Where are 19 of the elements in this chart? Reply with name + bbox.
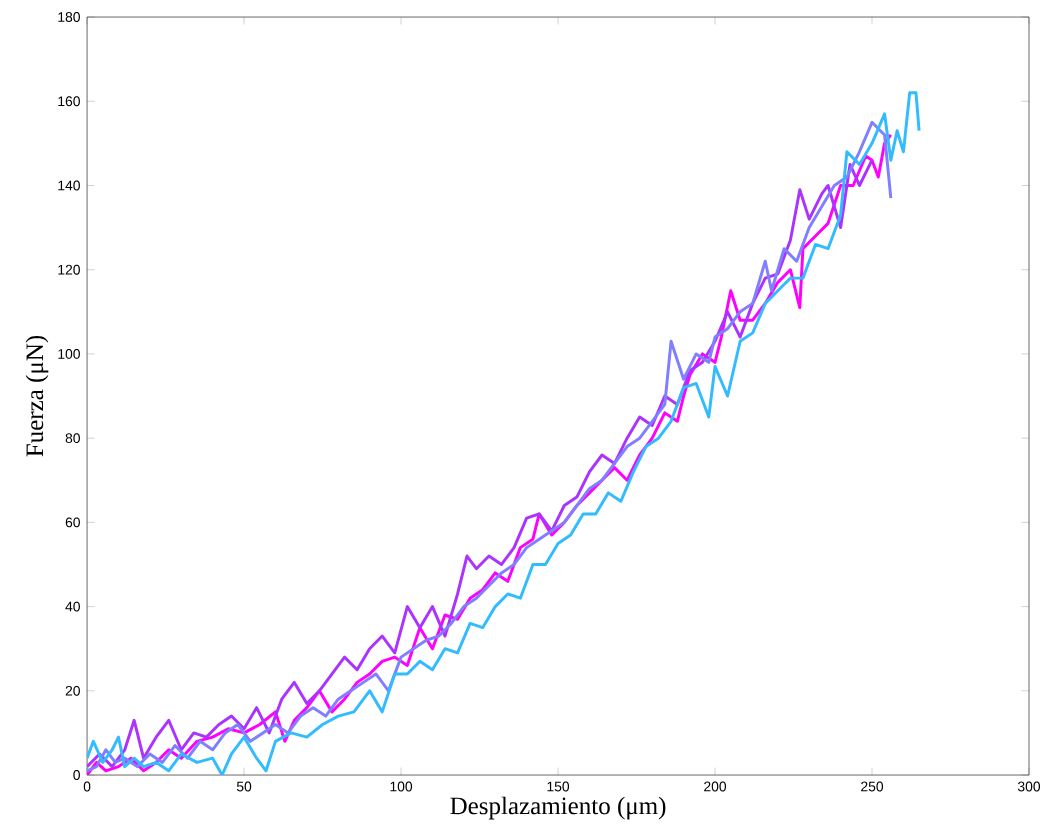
y-tick-label: 180: [58, 12, 80, 22]
y-tick-label: 0: [73, 770, 80, 780]
y-tick-label: 140: [58, 180, 80, 191]
x-tick-label: 50: [236, 781, 252, 792]
x-tick-label: 150: [547, 781, 570, 792]
y-tick-label: 160: [58, 96, 80, 107]
y-axis-title: Fuerza (μN): [25, 335, 49, 457]
y-tick-label: 100: [58, 349, 80, 359]
x-tick-label: 250: [861, 781, 884, 792]
x-tick-label: 200: [704, 781, 727, 792]
x-tick-label: 300: [1017, 781, 1041, 792]
y-tick-label: 80: [65, 433, 80, 444]
y-tick-label: 60: [65, 517, 80, 528]
y-tick-label: 120: [58, 264, 80, 275]
x-axis-title: Desplazamiento (μm): [450, 796, 666, 820]
y-tick-label: 20: [65, 685, 80, 696]
x-tick-label: 0: [83, 781, 91, 792]
x-tick-label: 100: [390, 781, 413, 792]
y-tick-label: 40: [65, 601, 80, 612]
